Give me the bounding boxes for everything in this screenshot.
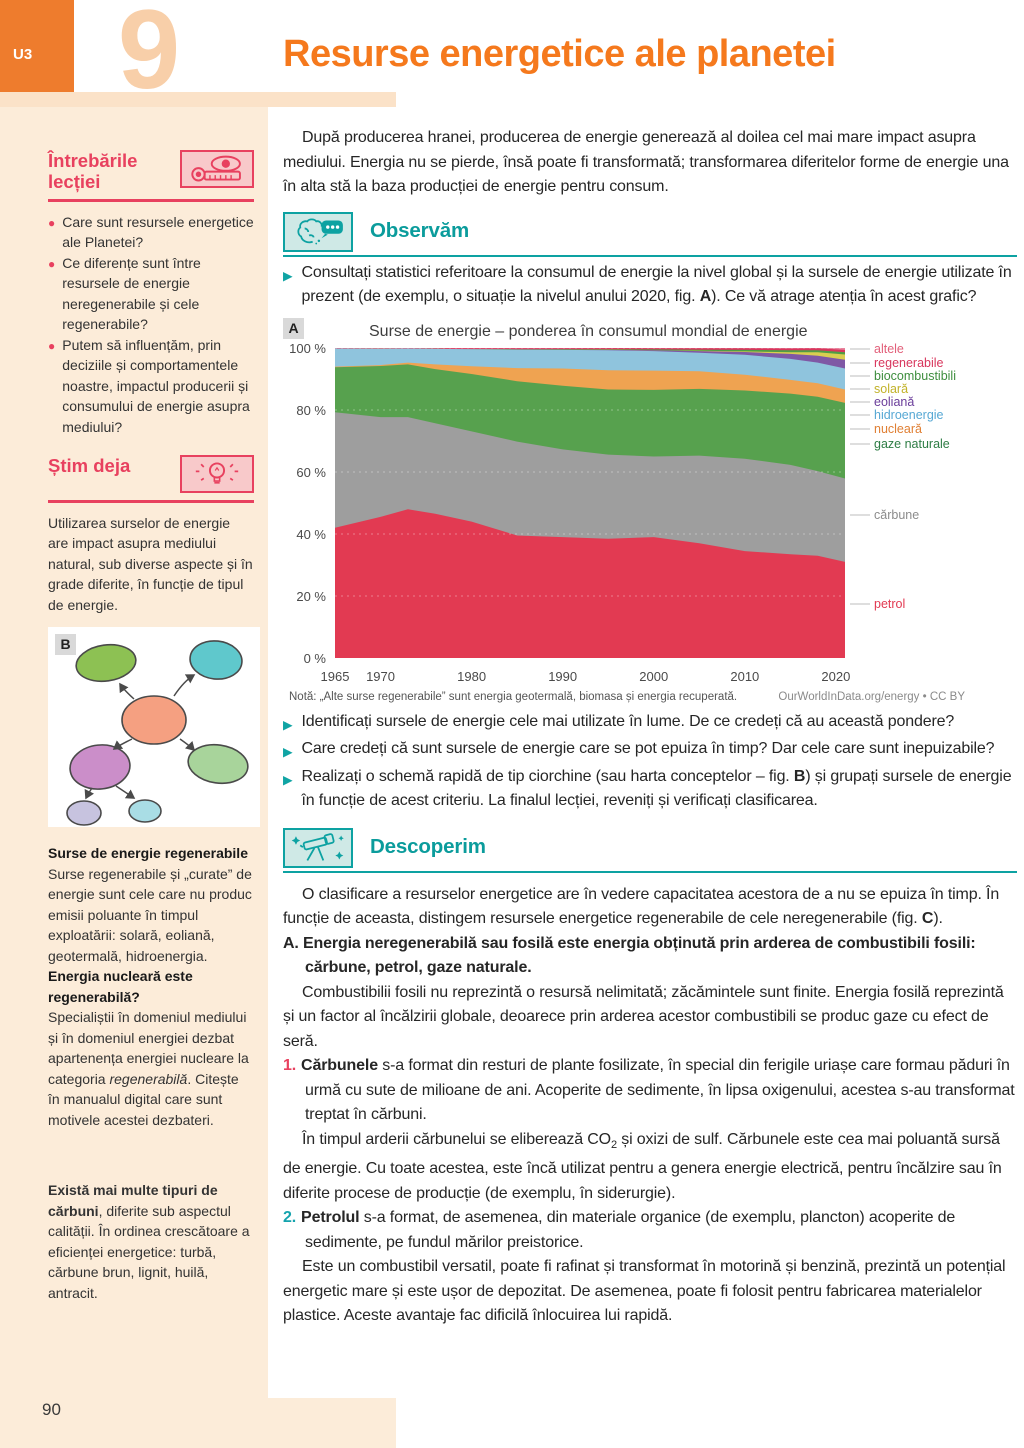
svg-text:80 %: 80 % <box>296 403 326 418</box>
know-title: Știm deja <box>48 455 131 476</box>
figure-a-label: A <box>283 317 304 339</box>
know-section: Știm deja Utilizarea surselor de energie… <box>48 455 254 615</box>
item-number: 1. <box>283 1057 297 1074</box>
svg-text:2000: 2000 <box>639 669 668 682</box>
list-item: ▶ Realizați o schemă rapidă de tip ciorc… <box>283 765 1017 814</box>
observe-bullets-after-chart: ▶ Identificați sursele de energie cele m… <box>283 710 1017 814</box>
renewables-heading: Surse de energie regenerabile <box>48 845 248 861</box>
svg-text:1970: 1970 <box>366 669 395 682</box>
list-item: ▶ Identificați sursele de energie cele m… <box>283 710 1017 738</box>
bullet-dot-icon: ● <box>48 215 56 230</box>
red-rule <box>48 500 254 503</box>
coal-burning-paragraph: În timpul arderii cărbunelui se eliberea… <box>283 1130 1002 1202</box>
footer-band <box>268 1398 396 1448</box>
svg-text:1965: 1965 <box>321 669 350 682</box>
know-header: Știm deja <box>48 455 254 493</box>
brain-speech-icon <box>297 217 343 244</box>
renewables-body: Surse regenerabile și „curate” de energi… <box>48 865 252 964</box>
sidebar: Întrebările lecției ● Care sunt resursel… <box>0 107 268 1448</box>
list-item-oil: 2. Petrolul s-a format, de asemenea, din … <box>283 1209 956 1251</box>
list-item: ▶ Consultați statistici referitoare la c… <box>283 261 1017 310</box>
svg-text:40 %: 40 % <box>296 527 326 542</box>
observe-bullets: ▶ Consultați statistici referitoare la c… <box>283 261 1017 310</box>
svg-text:20 %: 20 % <box>296 589 326 604</box>
discover-title: Descoperim <box>370 835 486 859</box>
lightbulb-icon <box>195 462 239 484</box>
svg-text:60 %: 60 % <box>296 465 326 480</box>
arrow-bullet-icon: ▶ <box>283 772 293 787</box>
discover-icon-box <box>283 827 353 868</box>
svg-text:cărbune: cărbune <box>874 508 919 522</box>
svg-text:petrol: petrol <box>874 597 905 611</box>
fossil-fuels-paragraph: Combustibilii fosili nu reprezintă o res… <box>283 983 1004 1050</box>
know-icon-box <box>180 455 254 493</box>
figure-b-label: B <box>55 634 76 655</box>
svg-text:100 %: 100 % <box>289 341 326 356</box>
svg-text:solară: solară <box>874 382 908 396</box>
chart-title: Surse de energie – ponderea în consumul … <box>369 322 808 340</box>
chart-footnotes: Notă: „Alte surse regenerabile” sunt ene… <box>289 685 1017 710</box>
list-item-coal: 1. Cărbunele s-a format din resturi de pl… <box>283 1057 1015 1123</box>
telescope-icon <box>291 832 344 861</box>
know-text: Utilizarea surselor de energie are impac… <box>48 514 253 613</box>
questions-icon-box <box>180 150 254 188</box>
svg-text:2020: 2020 <box>821 669 850 682</box>
discover-paragraph: O clasificare a resurselor energetice ar… <box>283 885 1000 928</box>
nuclear-question-heading: Energia nucleară este regenerabilă? <box>48 968 193 1005</box>
svg-text:regenerabile: regenerabile <box>874 356 944 370</box>
concept-map-diagram <box>66 640 249 826</box>
page-title: Resurse energetice ale planetei <box>283 33 836 75</box>
observe-header: Observăm <box>283 211 1017 257</box>
svg-text:hidroenergie: hidroenergie <box>874 408 944 422</box>
arrow-bullet-icon: ▶ <box>283 268 293 283</box>
svg-text:eoliană: eoliană <box>874 395 914 409</box>
list-item: ● Ce diferențe sunt între resursele de e… <box>48 253 254 335</box>
discover-header: Descoperim <box>283 827 1017 873</box>
bullet-dot-icon: ● <box>48 256 56 271</box>
oil-uses-paragraph: Este un combustibil versatil, poate fi r… <box>283 1258 1006 1325</box>
figure-b: B <box>48 627 260 827</box>
unit-tab: U3 <box>0 0 74 92</box>
list-item: ▶ Care credeți că sunt sursele de energi… <box>283 737 1017 765</box>
nuclear-question-body: Specialiștii în domeniul mediului și în … <box>48 1009 249 1128</box>
renewables-note: Surse de energie regenerabile Surse rege… <box>48 843 254 1130</box>
observe-title: Observăm <box>370 219 470 243</box>
item-number: 2. <box>283 1209 297 1227</box>
section-a-heading: A. Energia neregenerabilă sau fosilă est… <box>283 934 976 977</box>
chart-attribution: OurWorldInData.org/energy • CC BY <box>778 690 965 703</box>
coal-types-note: Există mai multe tipuri de cărbuni, dife… <box>48 1182 250 1301</box>
lesson-questions-title: Întrebările lecției <box>48 150 138 192</box>
lesson-number: 9 <box>117 0 181 112</box>
svg-text:biocombustibili: biocombustibili <box>874 369 956 383</box>
observe-icon-box <box>283 211 353 252</box>
energy-mix-stacked-area-chart: 0 % 20 % 40 % 60 % 80 % 100 % 1965 1970 1980 1990… <box>289 341 956 682</box>
svg-text:1990: 1990 <box>548 669 577 682</box>
lesson-questions-list: ● Care sunt resursele energetice ale Pla… <box>48 212 254 438</box>
svg-text:gaze naturale: gaze naturale <box>874 437 950 451</box>
bullet-dot-icon: ● <box>48 338 56 353</box>
list-item: ● Care sunt resursele energetice ale Pla… <box>48 212 254 253</box>
svg-text:1980: 1980 <box>457 669 486 682</box>
intro-paragraph: După producerea hranei, producerea de en… <box>283 129 1009 195</box>
svg-text:2010: 2010 <box>730 669 759 682</box>
svg-text:0 %: 0 % <box>304 651 327 666</box>
lesson-questions-header: Întrebările lecției <box>48 150 254 192</box>
red-rule <box>48 199 254 202</box>
svg-text:nucleară: nucleară <box>874 422 922 436</box>
unit-label: U3 <box>13 45 33 63</box>
list-item: ● Putem să influențăm, prin deciziile și… <box>48 335 254 438</box>
chart-note: Notă: „Alte surse regenerabile” sunt ene… <box>289 690 738 703</box>
arrow-bullet-icon: ▶ <box>283 745 293 759</box>
eye-ruler-icon <box>191 155 241 182</box>
svg-text:altele: altele <box>874 342 904 356</box>
main-column: După producerea hranei, producerea de en… <box>283 120 1017 1329</box>
page-number: 90 <box>42 1400 61 1419</box>
header-band <box>0 92 396 107</box>
arrow-bullet-icon: ▶ <box>283 717 293 732</box>
figure-a-chart: A Surse de energie – ponderea în consumu… <box>283 316 1017 706</box>
